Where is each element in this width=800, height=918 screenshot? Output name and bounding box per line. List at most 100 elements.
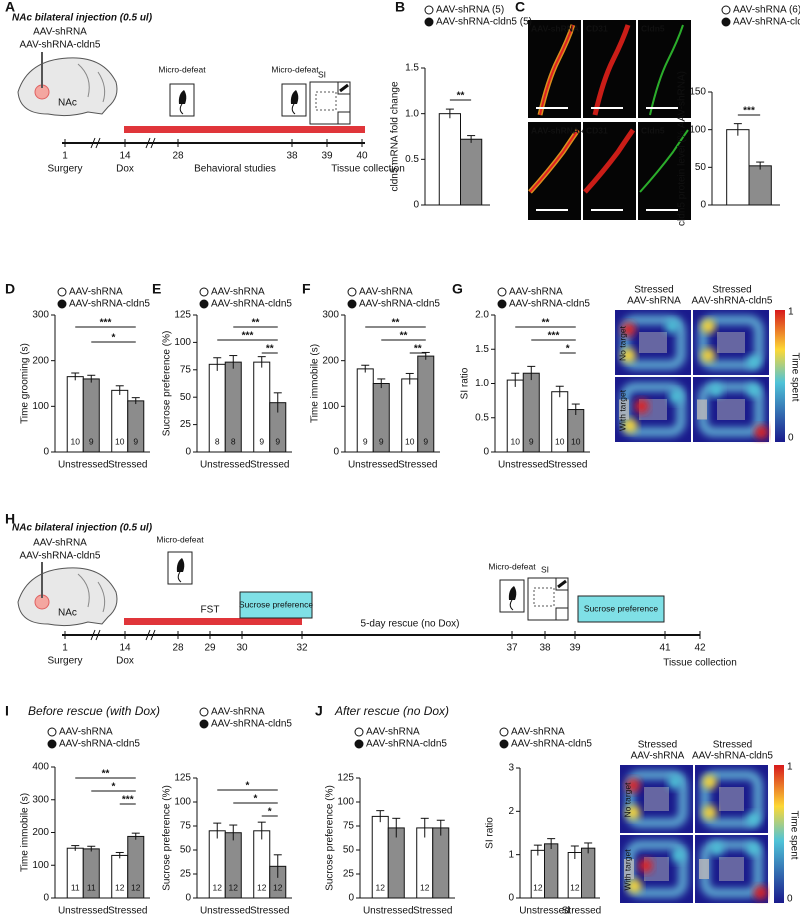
n-label: 9 bbox=[529, 436, 534, 446]
x-tick-label: Stressed bbox=[398, 460, 437, 471]
day-label: 14 bbox=[119, 151, 131, 162]
y-tick-label: 75 bbox=[343, 821, 355, 832]
day-label: 1 bbox=[62, 643, 68, 654]
timeline-label: 5-day rescue (no Dox) bbox=[361, 619, 460, 630]
heading: NAc bilateral injection (0.5 ul) bbox=[12, 523, 153, 534]
day-label: 38 bbox=[286, 151, 298, 162]
y-tick-label: 125 bbox=[174, 773, 191, 784]
n-label: 12 bbox=[420, 882, 430, 892]
panel-title: After rescue (no Dox) bbox=[334, 704, 449, 718]
si-zone bbox=[533, 587, 555, 607]
heatmap-center bbox=[717, 399, 745, 420]
event-label: Sucrose preference bbox=[239, 599, 313, 609]
timeline-label: Behavioral studies bbox=[194, 164, 276, 175]
significance-label: * bbox=[254, 794, 258, 805]
significance-label: ** bbox=[457, 91, 465, 102]
n-label: 12 bbox=[115, 882, 125, 892]
axis-break bbox=[90, 629, 101, 641]
heading: NAc bilateral injection (0.5 ul) bbox=[12, 13, 153, 24]
heatmap-spot bbox=[626, 805, 641, 820]
legend-label: AAV-shRNA-cldn5 bbox=[509, 299, 590, 310]
y-tick-label: 0 bbox=[333, 447, 339, 458]
heatmap-spot bbox=[638, 858, 653, 873]
y-axis-label: Time grooming (s) bbox=[20, 343, 31, 424]
y-tick-label: 0 bbox=[43, 893, 49, 904]
y-tick-label: 0 bbox=[413, 200, 419, 211]
y-axis-label: Sucrose preference (%) bbox=[325, 785, 336, 891]
y-axis-label: Sucrose preference (%) bbox=[162, 331, 173, 437]
timeline-label: Tissue collection bbox=[663, 658, 737, 669]
day-label: 28 bbox=[172, 643, 184, 654]
y-tick-label: 0 bbox=[43, 447, 49, 458]
x-tick-label: Stressed bbox=[108, 906, 147, 917]
significance-label: ** bbox=[102, 769, 110, 780]
significance-label: ** bbox=[414, 344, 422, 355]
day-label: 30 bbox=[236, 643, 248, 654]
day-label: 1 bbox=[62, 151, 68, 162]
heatmap-center bbox=[644, 787, 669, 811]
heatmap-spot bbox=[708, 383, 723, 397]
vessel bbox=[583, 128, 636, 194]
y-tick-label: 100 bbox=[174, 797, 191, 808]
colorbar-min: 0 bbox=[788, 433, 794, 444]
legend-marker bbox=[199, 719, 209, 729]
y-tick-label: 200 bbox=[322, 355, 339, 366]
heatmap-trail bbox=[620, 315, 686, 370]
legend-marker bbox=[347, 299, 357, 309]
legend-marker bbox=[424, 5, 434, 15]
y-tick-label: 125 bbox=[337, 773, 354, 784]
day-label: 40 bbox=[356, 151, 368, 162]
y-tick-label: 150 bbox=[689, 87, 706, 98]
y-axis-label: Time immobile (s) bbox=[20, 793, 31, 872]
legend-label: AAV-shRNA-cldn5 bbox=[211, 719, 292, 730]
significance-label: ** bbox=[400, 331, 408, 342]
significance-label: ** bbox=[392, 318, 400, 329]
y-tick-label: 100 bbox=[689, 124, 706, 135]
y-tick-label: 100 bbox=[32, 401, 49, 412]
construct: AAV-shRNA bbox=[33, 538, 87, 549]
legend-label: AAV-shRNA-cldn5 bbox=[366, 739, 447, 750]
mouse-icon bbox=[291, 103, 296, 115]
y-tick-label: 0.5 bbox=[475, 412, 489, 423]
x-tick-label: Stressed bbox=[108, 460, 147, 471]
event-label: FST bbox=[201, 605, 220, 616]
panel-letter: C bbox=[515, 0, 525, 15]
vessel bbox=[539, 24, 574, 116]
legend-label: AAV-shRNA bbox=[359, 287, 413, 298]
target-zone bbox=[619, 399, 629, 420]
heatmap-spot bbox=[746, 383, 761, 397]
legend-label: AAV-shRNA-cldn5 bbox=[211, 299, 292, 310]
heatmap-spot bbox=[665, 319, 679, 334]
event-label: SI bbox=[318, 69, 326, 79]
x-tick-label: Unstressed bbox=[200, 906, 251, 917]
heatmap-trail bbox=[700, 770, 763, 828]
region-label: NAc bbox=[58, 608, 77, 619]
dox-bar bbox=[124, 618, 302, 625]
n-label: 9 bbox=[89, 436, 94, 446]
micrograph-label: Cldn5 bbox=[641, 125, 665, 135]
heatmap-spot bbox=[754, 425, 769, 440]
n-label: 9 bbox=[275, 436, 280, 446]
heatmap-spot bbox=[746, 812, 761, 827]
panel-letter: G bbox=[452, 281, 463, 297]
n-label: 11 bbox=[71, 882, 80, 892]
mouse-icon bbox=[557, 579, 567, 589]
heatmap-spot bbox=[702, 775, 717, 789]
target-zone bbox=[699, 859, 709, 879]
significance-label: * bbox=[112, 782, 116, 793]
significance-label: *** bbox=[100, 318, 112, 329]
bar bbox=[581, 847, 596, 899]
vessel bbox=[592, 24, 631, 116]
n-label: 9 bbox=[423, 436, 428, 446]
n-label: 11 bbox=[87, 882, 96, 892]
y-tick-label: 50 bbox=[343, 845, 355, 856]
n-label: 12 bbox=[533, 882, 543, 892]
mouse-icon bbox=[178, 90, 187, 104]
heatmap-spot bbox=[627, 879, 642, 893]
y-axis-label: cldn5 protein level (% AAV-shRNA) bbox=[677, 71, 688, 226]
day-label: 32 bbox=[296, 643, 308, 654]
x-tick-label: Unstressed bbox=[58, 460, 109, 471]
column-label: Stressed bbox=[713, 740, 752, 751]
panel-letter: F bbox=[302, 281, 311, 297]
